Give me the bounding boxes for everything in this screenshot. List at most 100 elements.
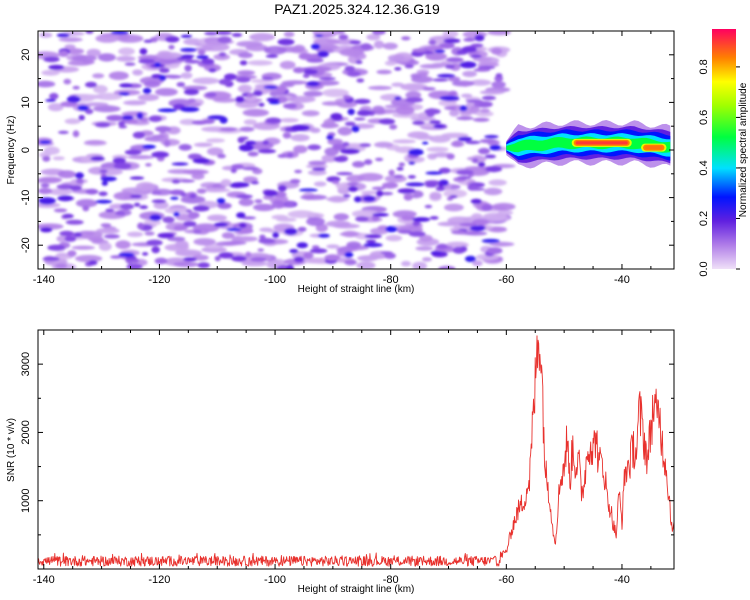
noise-blob-strong <box>363 242 383 248</box>
noise-blob <box>162 216 175 224</box>
noise-blob-strong <box>56 33 70 38</box>
noise-blob <box>346 71 361 77</box>
x-tick-label: -120 <box>148 274 170 286</box>
noise-blob <box>484 154 496 159</box>
noise-blob <box>481 204 493 212</box>
noise-blob <box>144 80 161 88</box>
x-tick-label: -40 <box>614 274 630 286</box>
noise-blob-strong <box>364 234 382 239</box>
noise-blob <box>257 248 265 252</box>
noise-blob <box>357 172 384 182</box>
noise-blob <box>294 169 302 174</box>
colorbar-tick-label: 0.8 <box>698 59 710 74</box>
noise-blob-strong <box>119 83 133 88</box>
noise-blob <box>471 213 483 221</box>
noise-blob <box>259 227 273 233</box>
noise-blob <box>204 31 219 36</box>
noise-blob <box>303 251 314 259</box>
noise-blob <box>75 178 84 184</box>
noise-blob-strong <box>139 48 148 55</box>
noise-blob-strong <box>142 144 156 149</box>
noise-blob <box>130 194 143 199</box>
noise-blob-strong <box>394 96 402 101</box>
noise-blob <box>355 60 363 65</box>
noise-blob <box>134 202 141 207</box>
noise-blob-strong <box>48 64 65 70</box>
noise-blob-strong <box>95 199 113 204</box>
noise-blob <box>301 110 320 117</box>
noise-blob <box>265 117 282 124</box>
noise-blob <box>328 195 347 203</box>
noise-blob <box>86 48 101 57</box>
colorbar: 0.0 0.2 0.4 0.6 0.8 Normalized spectral ampl… <box>698 29 749 277</box>
noise-blob <box>207 214 227 222</box>
noise-blob <box>395 106 415 115</box>
noise-blob <box>456 169 474 176</box>
noise-blob <box>197 262 210 269</box>
noise-blob-strong <box>443 38 461 44</box>
noise-blob-strong <box>474 34 485 42</box>
noise-blob <box>436 243 448 250</box>
noise-blob <box>415 246 434 251</box>
y-tick-label: 0 <box>20 147 32 153</box>
noise-blob <box>373 40 385 49</box>
noise-blob <box>151 246 160 254</box>
noise-blob <box>65 219 84 225</box>
noise-blob <box>57 170 77 179</box>
noise-blob <box>426 146 449 152</box>
noise-blob <box>178 144 192 151</box>
noise-blob <box>478 101 493 108</box>
spectrogram-signal <box>506 120 671 169</box>
noise-blob-strong <box>66 95 81 103</box>
y-tick-label: 2000 <box>20 420 32 444</box>
noise-blob-strong <box>470 198 482 204</box>
noise-blob <box>214 255 221 262</box>
noise-blob <box>124 149 142 156</box>
noise-blob <box>375 157 384 162</box>
noise-blob-strong <box>39 140 52 144</box>
noise-blob <box>116 34 144 43</box>
noise-blob <box>118 125 128 129</box>
noise-blob <box>472 158 479 164</box>
noise-blob <box>155 125 172 132</box>
noise-blob <box>292 44 306 53</box>
noise-blob <box>385 234 403 242</box>
noise-blob-strong <box>330 113 343 120</box>
noise-blob <box>53 208 68 213</box>
noise-blob-strong <box>484 135 499 139</box>
noise-blob <box>277 38 295 46</box>
noise-blob <box>127 155 155 160</box>
noise-blob-strong <box>376 190 384 197</box>
noise-blob <box>321 154 338 163</box>
noise-blob <box>371 186 386 190</box>
snr-frame <box>37 329 675 570</box>
noise-blob <box>410 116 437 122</box>
noise-blob <box>435 186 446 191</box>
snr-series-line <box>38 335 674 567</box>
noise-blob <box>491 47 503 55</box>
noise-blob-strong <box>118 252 135 257</box>
noise-blob <box>446 196 454 201</box>
noise-blob-strong <box>230 182 250 188</box>
noise-blob <box>429 120 441 124</box>
noise-blob-strong <box>457 136 473 142</box>
noise-blob <box>306 164 328 169</box>
noise-blob <box>380 191 393 196</box>
noise-blob <box>311 31 338 35</box>
noise-blob-strong <box>408 148 424 156</box>
noise-blob-strong <box>289 249 299 254</box>
noise-blob <box>138 58 156 64</box>
noise-blob-strong <box>408 161 416 165</box>
noise-blob <box>438 167 451 174</box>
noise-blob <box>411 48 428 53</box>
noise-blob <box>218 78 232 85</box>
noise-blob <box>115 211 125 216</box>
noise-blob <box>283 31 295 38</box>
noise-blob <box>55 263 68 269</box>
noise-blob <box>193 205 210 212</box>
noise-blob <box>332 180 340 185</box>
noise-blob <box>401 260 411 267</box>
noise-blob <box>313 38 340 46</box>
noise-blob <box>154 88 178 96</box>
